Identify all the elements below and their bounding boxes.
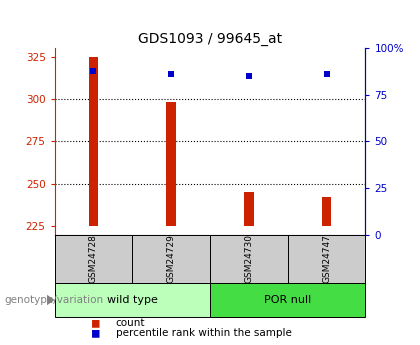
Bar [89,57,98,226]
Text: ■: ■ [92,316,100,329]
Bar [322,197,331,226]
Text: GSM24729: GSM24729 [167,234,176,283]
Bar [210,283,365,317]
Text: genotype/variation: genotype/variation [4,295,103,305]
Text: ■: ■ [92,326,100,339]
Bar [288,235,365,283]
Bar [210,235,288,283]
Text: count: count [116,318,145,327]
Bar [244,192,254,226]
Title: GDS1093 / 99645_at: GDS1093 / 99645_at [138,32,282,46]
Bar [132,235,210,283]
Text: GSM24728: GSM24728 [89,234,98,283]
Text: GSM24730: GSM24730 [244,234,253,283]
Text: GSM24747: GSM24747 [322,234,331,283]
Bar [55,235,132,283]
Text: POR null: POR null [264,295,311,305]
Text: percentile rank within the sample: percentile rank within the sample [116,328,291,338]
Bar [166,102,176,226]
Bar [55,283,210,317]
Text: wild type: wild type [107,295,158,305]
